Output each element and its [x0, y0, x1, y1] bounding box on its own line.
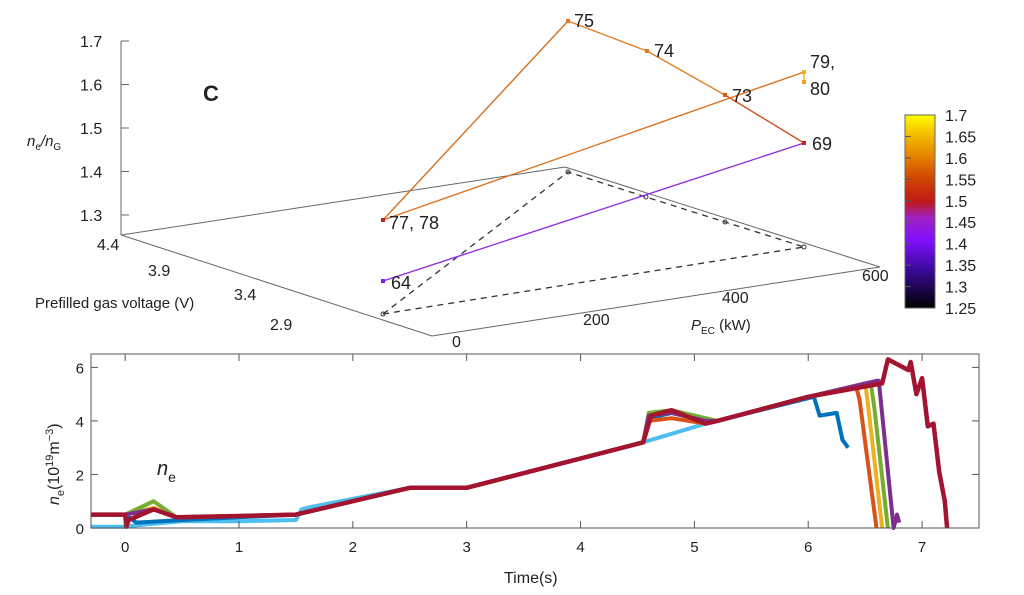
power-axis: [431, 266, 881, 337]
z-tick-marks: [121, 40, 129, 216]
data-lines-3d: [382, 20, 805, 282]
y-axis-label: ne(1019m−3): [44, 423, 67, 505]
colorbar-tick-label: 1.7: [945, 108, 967, 125]
x-axis-label: Time(s): [504, 570, 558, 587]
x-tick-label: 7: [918, 539, 926, 556]
point-label: 69: [812, 134, 832, 154]
voltage-tick-label: 2.9: [270, 317, 292, 334]
axes-3d: [120, 41, 881, 337]
colorbar-tick-label: 1.45: [945, 215, 976, 232]
point-label: 80: [810, 79, 830, 99]
series-yellow: [91, 381, 885, 529]
colorbar: [904, 114, 936, 309]
y-ticks: 0 2 4 6: [76, 360, 979, 538]
z-tick-labels: 1.7 1.6 1.5 1.4 1.3: [80, 34, 102, 225]
x-ticks: 0 1 2 3 4 5 6 7: [121, 354, 926, 556]
point-marker: [645, 49, 649, 53]
voltage-tick-label: 3.9: [148, 263, 170, 280]
voltage-tick-label: 4.4: [97, 237, 119, 254]
panel-timetrace: 0 1 2 3 4 5 6 7 0 2 4 6 Time(s) ne(1019m−3) ne: [44, 353, 980, 587]
back-right-axis: [564, 166, 881, 268]
power-tick-label: 0: [452, 334, 461, 351]
points-3d: 75 74 73 69 79, 80 77, 78 64: [381, 11, 835, 293]
colorbar-tick-label: 1.3: [945, 280, 967, 297]
voltage-tick-labels: 4.4 3.9 3.4 2.9: [97, 237, 292, 334]
plot-frame: [90, 353, 980, 529]
voltage-axis-label: Prefilled gas voltage (V): [35, 295, 194, 312]
point-marker: [723, 93, 727, 97]
z-tick-label: 1.5: [80, 121, 102, 138]
y-tick-label: 4: [76, 414, 84, 431]
voltage-tick-label: 3.4: [234, 287, 256, 304]
z-tick-label: 1.7: [80, 34, 102, 51]
colorbar-ticks: 1.7 1.65 1.6 1.55 1.5 1.45 1.4 1.35 1.3 1.25: [905, 108, 976, 318]
x-tick-label: 5: [690, 539, 698, 556]
x-tick-label: 1: [235, 539, 243, 556]
colorbar-tick-label: 1.5: [945, 194, 967, 211]
series-orange: [91, 384, 879, 529]
y-tick-label: 0: [76, 521, 84, 538]
colorbar-tick-label: 1.6: [945, 151, 967, 168]
point-marker: [802, 141, 806, 145]
back-axis: [120, 166, 566, 236]
z-tick-label: 1.3: [80, 208, 102, 225]
panel-label: C: [203, 81, 219, 106]
voltage-axis: [120, 234, 433, 337]
colorbar-tick-label: 1.65: [945, 129, 976, 146]
point-label: 64: [391, 273, 411, 293]
colorbar-tick-label: 1.25: [945, 301, 976, 318]
point-marker: [566, 19, 570, 23]
x-tick-label: 6: [804, 539, 812, 556]
point-marker: [381, 218, 385, 222]
power-tick-label: 400: [722, 290, 749, 307]
y-tick-label: 2: [76, 467, 84, 484]
point-label: 79,: [810, 52, 835, 72]
point-marker: [802, 70, 806, 74]
point-marker: [802, 80, 806, 84]
point-label: 74: [654, 41, 674, 61]
series-dark-red: [91, 357, 950, 529]
point-marker: [381, 279, 385, 283]
power-tick-labels: 0 200 400 600: [452, 268, 889, 351]
power-tick-label: 600: [862, 268, 889, 285]
point-label: 77, 78: [389, 213, 439, 233]
power-tick-label: 200: [583, 312, 610, 329]
x-tick-label: 4: [576, 539, 584, 556]
panel-3d: 1.71.61.51.41.3 4.43.93.42.9 0200400600 …: [27, 11, 976, 351]
x-tick-label: 3: [463, 539, 471, 556]
colorbar-tick-label: 1.55: [945, 172, 976, 189]
x-tick-label: 0: [121, 539, 129, 556]
point-label: 75: [574, 11, 594, 31]
z-tick-label: 1.4: [80, 165, 102, 182]
projection-lines: [382, 171, 805, 315]
colorbar-tick-label: 1.35: [945, 258, 976, 275]
z-tick-label: 1.6: [80, 78, 102, 95]
colorbar-tick-label: 1.4: [945, 237, 967, 254]
power-axis-label: PEC (kW): [691, 317, 751, 337]
point-label: 73: [732, 86, 752, 106]
z-axis-label: ne/nG: [27, 133, 61, 153]
series-group: [91, 357, 950, 530]
ne-annotation: ne: [157, 458, 176, 485]
y-tick-label: 6: [76, 360, 84, 377]
x-tick-label: 2: [349, 539, 357, 556]
